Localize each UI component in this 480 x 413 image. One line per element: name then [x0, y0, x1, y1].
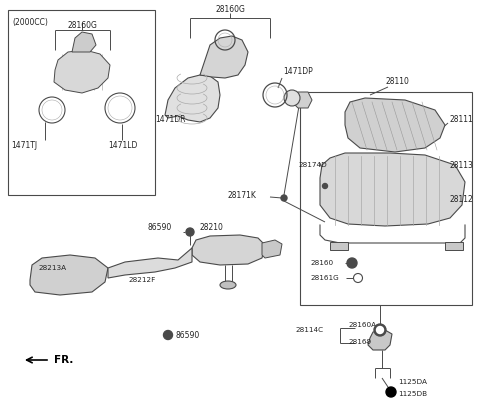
- Circle shape: [186, 228, 194, 236]
- Text: 86590: 86590: [175, 330, 199, 339]
- Text: 1471LD: 1471LD: [108, 140, 137, 150]
- Bar: [330, 242, 348, 250]
- Circle shape: [281, 195, 287, 201]
- Text: 28160G: 28160G: [67, 21, 97, 29]
- Circle shape: [164, 330, 172, 339]
- Polygon shape: [165, 75, 220, 122]
- Polygon shape: [320, 153, 465, 226]
- Text: FR.: FR.: [54, 355, 73, 365]
- Polygon shape: [345, 98, 445, 152]
- Text: 28160: 28160: [310, 260, 333, 266]
- Text: 28111: 28111: [450, 116, 474, 124]
- Circle shape: [374, 324, 386, 336]
- Polygon shape: [72, 32, 96, 52]
- Text: 86590: 86590: [148, 223, 172, 233]
- Text: 28161G: 28161G: [310, 275, 339, 281]
- Text: 1471DP: 1471DP: [283, 67, 313, 76]
- Circle shape: [347, 258, 357, 268]
- Text: 28171K: 28171K: [228, 190, 257, 199]
- Text: 28213A: 28213A: [38, 265, 66, 271]
- Circle shape: [376, 327, 384, 334]
- Polygon shape: [262, 240, 282, 258]
- Polygon shape: [108, 248, 192, 278]
- Bar: [445, 242, 463, 250]
- Text: 28160G: 28160G: [215, 5, 245, 14]
- Text: 28112: 28112: [450, 195, 474, 204]
- Text: (2000CC): (2000CC): [12, 17, 48, 26]
- Text: 1125DA: 1125DA: [398, 379, 427, 385]
- Polygon shape: [290, 92, 312, 108]
- Text: 28160A: 28160A: [348, 322, 376, 328]
- Text: 1125DB: 1125DB: [398, 391, 427, 397]
- Text: 28110: 28110: [385, 78, 409, 86]
- Text: 28212F: 28212F: [128, 277, 155, 283]
- Ellipse shape: [220, 281, 236, 289]
- Polygon shape: [200, 36, 248, 78]
- Circle shape: [284, 90, 300, 106]
- Polygon shape: [30, 255, 108, 295]
- Text: 28169: 28169: [348, 339, 371, 345]
- Text: 28210: 28210: [200, 223, 224, 233]
- Circle shape: [353, 273, 362, 282]
- Circle shape: [323, 183, 327, 188]
- Bar: [300, 92, 472, 305]
- Polygon shape: [192, 235, 265, 265]
- Text: 28114C: 28114C: [295, 327, 323, 333]
- Text: 1471DR: 1471DR: [155, 116, 185, 124]
- Text: 1471TJ: 1471TJ: [11, 140, 37, 150]
- Polygon shape: [54, 50, 110, 93]
- Polygon shape: [368, 330, 392, 350]
- Bar: [8, 10, 155, 195]
- Circle shape: [386, 387, 396, 397]
- Text: 28174D: 28174D: [298, 162, 327, 168]
- Text: 28113: 28113: [450, 161, 474, 169]
